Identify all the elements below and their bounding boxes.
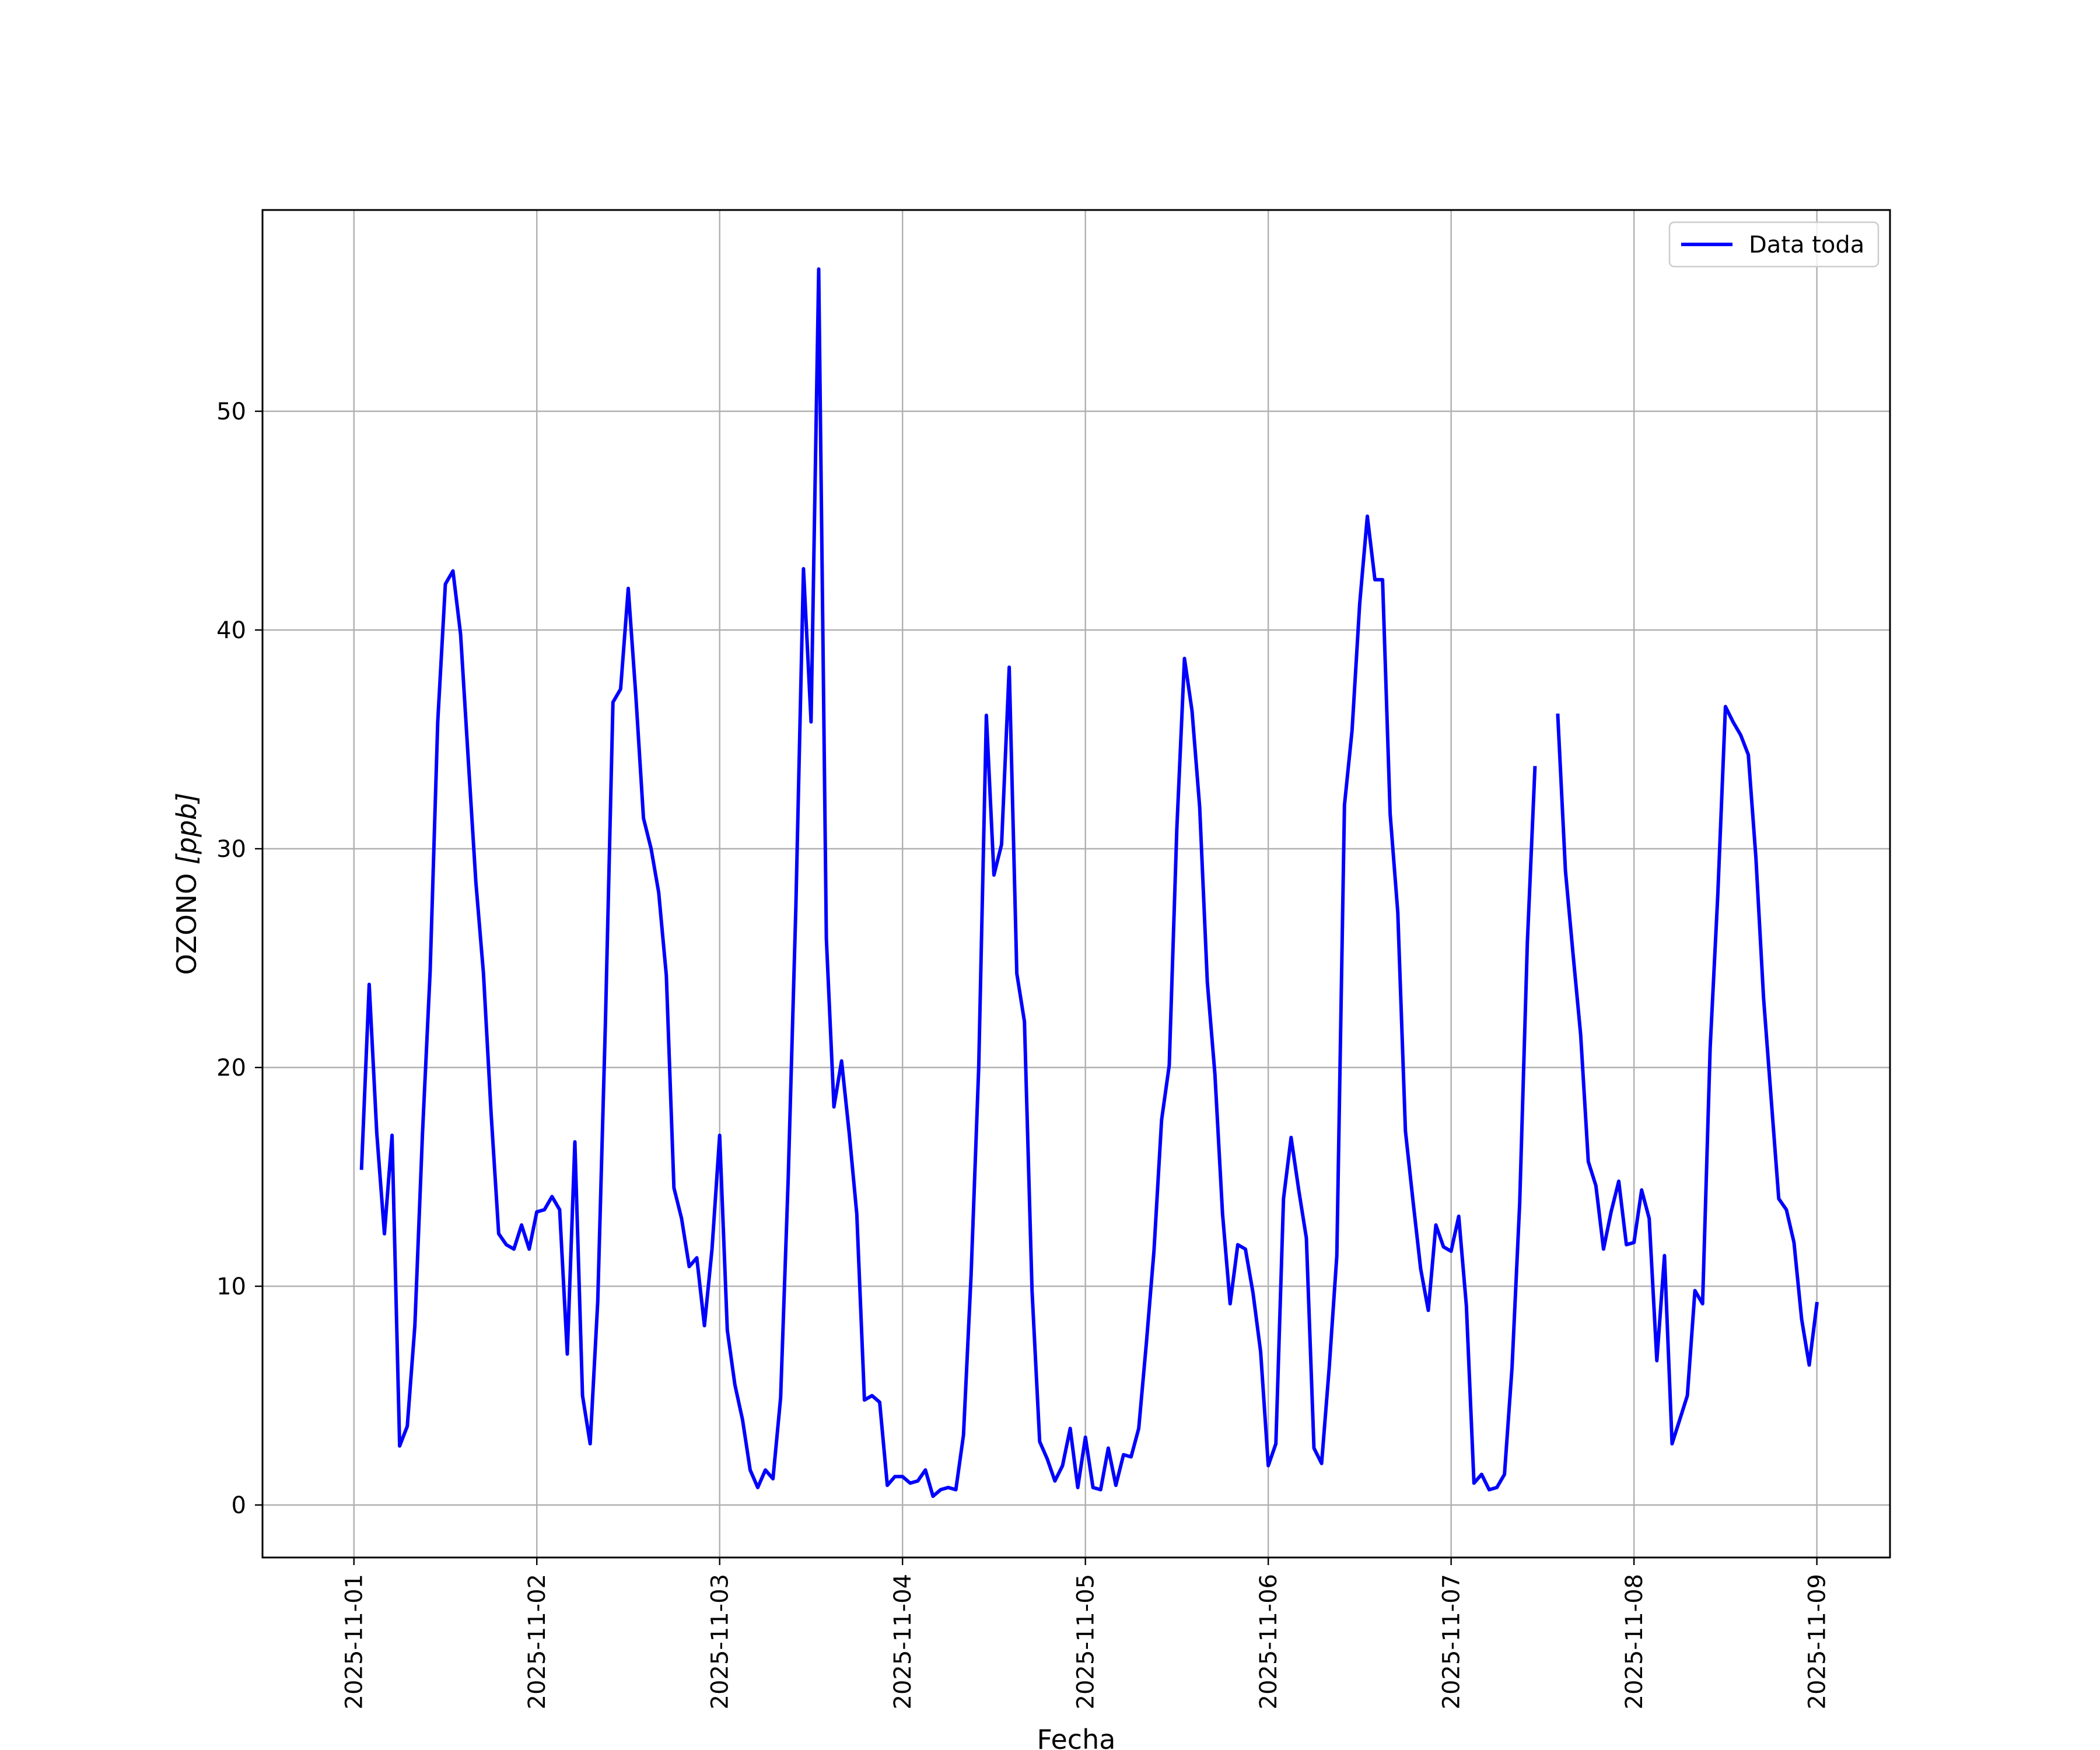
x-tick-label: 2025-11-05 — [1073, 1574, 1100, 1709]
x-tick-label: 2025-11-07 — [1438, 1574, 1465, 1709]
x-tick-label: 2025-11-02 — [524, 1574, 551, 1709]
y-axis-title-main: OZONO — [171, 864, 202, 975]
y-tick-label: 10 — [216, 1273, 246, 1300]
legend-label: Data toda — [1749, 232, 1864, 258]
x-tick-label: 2025-11-04 — [890, 1574, 916, 1709]
x-tick-label: 2025-11-03 — [707, 1574, 734, 1709]
series-line-0 — [1556, 705, 1819, 1446]
axis-ticks: 2025-11-01 2025-11-02 2025-11-03 2025-11-04… — [216, 398, 1831, 1709]
series-line-0 — [359, 267, 1537, 1498]
x-tick-label: 2025-11-01 — [341, 1574, 368, 1709]
y-tick-label: 20 — [216, 1055, 246, 1082]
y-tick-label: 0 — [232, 1492, 246, 1519]
y-tick-label: 50 — [216, 398, 246, 425]
x-axis-title: Fecha — [1037, 1724, 1116, 1750]
x-tick-label: 2025-11-08 — [1621, 1574, 1648, 1709]
y-axis-title-unit: [ppb] — [171, 793, 202, 865]
y-tick-label: 40 — [216, 617, 246, 644]
x-tick-label: 2025-11-06 — [1255, 1574, 1282, 1709]
y-axis-title: OZONO [ppb] — [171, 793, 202, 975]
plot-frame — [261, 209, 1891, 1559]
legend: Data toda — [1668, 221, 1880, 268]
legend-box — [1668, 221, 1880, 268]
x-tick-label: 2025-11-09 — [1804, 1574, 1831, 1709]
series-lines — [359, 267, 1819, 1498]
grid-lines — [262, 210, 1890, 1558]
y-tick-label: 30 — [216, 836, 246, 863]
